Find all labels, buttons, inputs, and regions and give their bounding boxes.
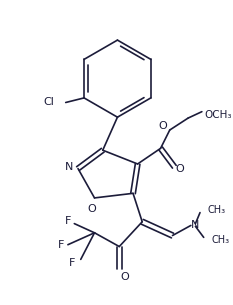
Text: O: O [87,204,96,214]
Text: O: O [158,121,167,131]
Text: Cl: Cl [44,98,55,107]
Text: N: N [191,220,200,230]
Text: N: N [65,162,73,172]
Text: O: O [120,272,129,282]
Text: F: F [69,258,76,268]
Text: CH₃: CH₃ [211,235,229,245]
Text: OCH₃: OCH₃ [205,110,232,120]
Text: F: F [65,216,71,226]
Text: O: O [175,163,184,174]
Text: CH₃: CH₃ [207,205,226,215]
Text: F: F [58,240,65,250]
